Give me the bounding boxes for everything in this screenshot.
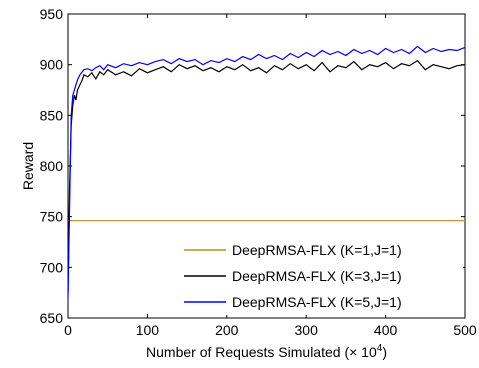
y-tick-label: 800 bbox=[40, 158, 64, 174]
y-tick-label: 950 bbox=[40, 6, 64, 22]
ticks-layer: 0 100 200 300 400 500 650 700 750 800 850 900 950 bbox=[40, 6, 477, 338]
x-axis-label: Number of Requests Simulated (× 104) bbox=[146, 343, 387, 360]
x-tick-label: 300 bbox=[295, 322, 319, 338]
x-axis-label-superscript: 4 bbox=[377, 343, 383, 354]
series-line-3 bbox=[67, 45, 466, 298]
series-layer bbox=[67, 45, 466, 298]
x-tick-label: 400 bbox=[374, 322, 398, 338]
y-tick-label: 900 bbox=[40, 57, 64, 73]
x-axis-label-suffix: ) bbox=[382, 344, 387, 360]
series-line-2 bbox=[67, 59, 466, 293]
legend: DeepRMSA-FLX (K=1,J=1) DeepRMSA-FLX (K=3,… bbox=[176, 237, 463, 315]
x-tick-label: 200 bbox=[215, 322, 239, 338]
y-tick-label: 700 bbox=[40, 259, 64, 275]
y-tick-label: 650 bbox=[40, 310, 64, 326]
legend-label-2: DeepRMSA-FLX (K=3,J=1) bbox=[232, 268, 402, 284]
y-axis-label: Reward bbox=[20, 142, 36, 190]
legend-label-3: DeepRMSA-FLX (K=5,J=1) bbox=[232, 294, 402, 310]
x-tick-label: 100 bbox=[136, 322, 160, 338]
x-tick-label: 500 bbox=[453, 322, 477, 338]
x-tick-label: 0 bbox=[64, 322, 72, 338]
legend-label-1: DeepRMSA-FLX (K=1,J=1) bbox=[232, 242, 402, 258]
y-tick-label: 750 bbox=[40, 209, 64, 225]
y-tick-label: 850 bbox=[40, 107, 64, 123]
